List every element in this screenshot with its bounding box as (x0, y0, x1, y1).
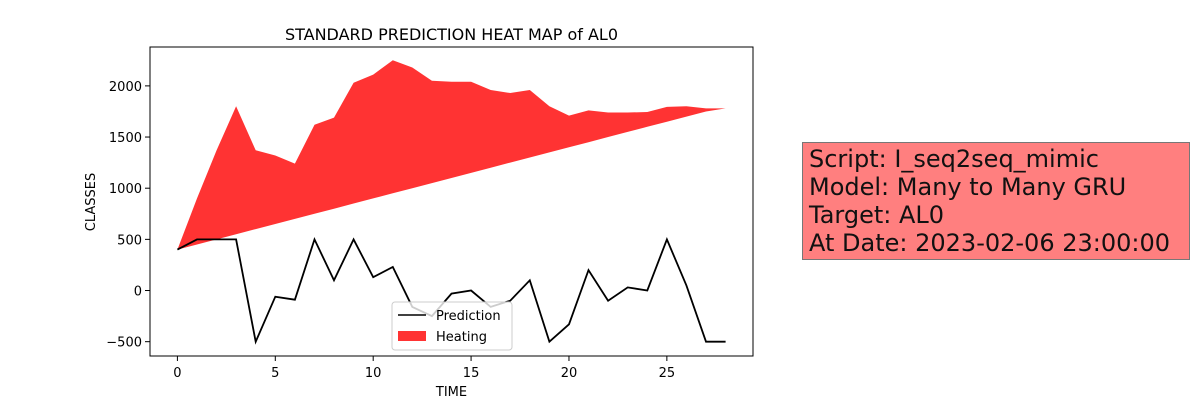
x-tick-label: 5 (271, 366, 279, 381)
y-tick-label: 1000 (109, 182, 142, 197)
legend: Prediction Heating (391, 301, 513, 351)
x-tick-label: 15 (463, 366, 480, 381)
info-box: Script: I_seq2seq_mimic Model: Many to M… (802, 142, 1190, 260)
info-script: Script: I_seq2seq_mimic (809, 145, 1099, 173)
y-tick-label: 500 (117, 233, 142, 248)
chart-title: STANDARD PREDICTION HEAT MAP of AL0 (285, 25, 618, 44)
y-tick-label: 1500 (109, 131, 142, 146)
heating-area-layer (177, 60, 726, 250)
plot-frame (149, 46, 754, 357)
legend-prediction-label: Prediction (436, 309, 501, 324)
prediction-line-layer (176, 236, 726, 345)
info-target: Target: AL0 (809, 201, 945, 229)
y-axis-ticks: −500 0 500 1000 1500 2000 (106, 80, 150, 351)
x-tick-label: 0 (173, 366, 181, 381)
legend-heating-label: Heating (436, 330, 487, 345)
y-tick-label: 0 (134, 285, 142, 300)
prediction-line (176, 236, 726, 345)
x-tick-label: 25 (659, 366, 676, 381)
x-axis-ticks: 0 5 10 15 20 25 (173, 356, 675, 381)
info-model: Model: Many to Many GRU (809, 173, 1127, 201)
x-axis-label: TIME (435, 385, 467, 400)
x-tick-label: 10 (365, 366, 382, 381)
x-tick-label: 20 (561, 366, 578, 381)
y-tick-label: 2000 (109, 80, 142, 95)
legend-heating-swatch (398, 331, 426, 341)
y-tick-label: −500 (106, 336, 142, 351)
y-axis-label: CLASSES (84, 173, 99, 231)
heating-area (177, 60, 726, 250)
info-date: At Date: 2023-02-06 23:00:00 (809, 229, 1171, 257)
